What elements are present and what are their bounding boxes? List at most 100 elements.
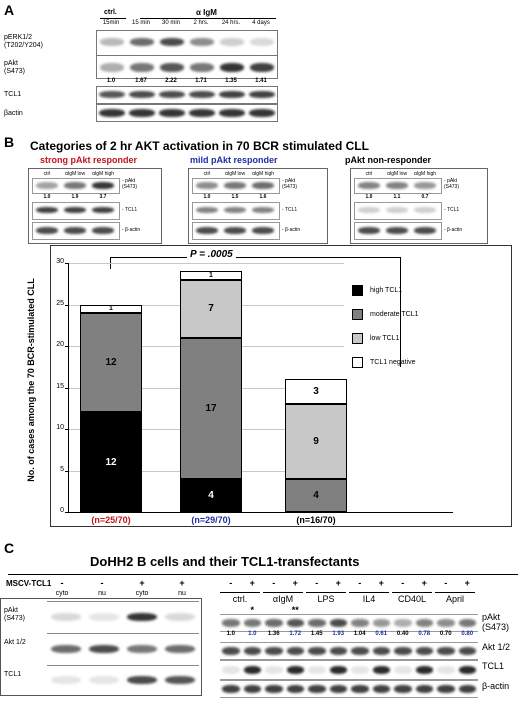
right-pakt-value: 1.0 [248, 631, 257, 637]
mini-bactin-band [36, 227, 58, 234]
mini-bactin-band [414, 227, 436, 234]
mini-lane-label: αIgM high [251, 171, 275, 177]
right-band [351, 619, 369, 627]
right-band [265, 619, 283, 627]
mini-pakt-value: 3.7 [99, 194, 107, 200]
pakt-value: 1.71 [195, 78, 207, 84]
right-band [372, 619, 390, 627]
right-band [372, 666, 390, 674]
y-tick-mark [65, 512, 68, 513]
y-tick-label: 25 [56, 299, 64, 307]
bar-segment: 12 [80, 312, 142, 413]
mini-blot-non: ctrl αIgM low αIgM high 1.0 1.1 0.7 - pAkt (S4… [350, 168, 488, 244]
legend-label-low: low TCL1 [370, 335, 400, 342]
group-header-mild: mild pAkt responder [190, 155, 278, 165]
bactin-band [249, 109, 275, 117]
pakt-value: 1.41 [255, 78, 267, 84]
star-igm: ** [291, 605, 299, 615]
y-tick-mark [65, 346, 68, 347]
y-tick-label: 10 [56, 424, 64, 431]
star-ctrl: * [250, 605, 254, 615]
right-band [415, 685, 433, 693]
mini-pakt-band [36, 182, 58, 189]
right-band [308, 666, 326, 674]
mini-blot-strong: ctrl αIgM low αIgM high 1.0 1.9 3.7 - pAkt (S4… [28, 168, 162, 244]
gridline [69, 263, 344, 264]
right-treatment: ctrl. [220, 592, 260, 604]
right-sign: - [401, 578, 405, 588]
left-fraction: nu [178, 590, 186, 597]
left-fractions: cyto nu cyto nu [20, 590, 200, 600]
right-pakt-value: 1.93 [332, 631, 345, 637]
time-label: 2 hrs. [193, 20, 209, 26]
bar-segment: 12 [80, 412, 142, 512]
right-band [394, 685, 412, 693]
right-pakt-value: 0.80 [461, 631, 474, 637]
left-fraction: cyto [135, 590, 149, 597]
mini-tcl1-label: - TCL1 [282, 207, 298, 213]
panel-a-pakt-blot [96, 55, 278, 79]
right-band [372, 685, 390, 693]
mini-tcl1-band [196, 207, 218, 213]
right-blot-strip [220, 660, 478, 680]
right-pakt-value: 1.36 [267, 631, 280, 637]
perk-band [100, 38, 124, 46]
left-fraction: nu [98, 590, 106, 597]
panel-a-tcl1-label: TCL1 [4, 91, 22, 98]
right-band [458, 647, 476, 655]
perk-band [250, 38, 274, 46]
left-sign: - [60, 578, 64, 588]
mini-pakt-band [386, 182, 408, 189]
right-pakt-value: 0.78 [418, 631, 431, 637]
pakt-value: 2.22 [165, 78, 177, 84]
right-sign: - [229, 578, 233, 588]
mscv-label: MSCV-TCL1 [6, 579, 52, 588]
right-band [308, 647, 326, 655]
left-band [165, 613, 195, 621]
panel-a-header-line [140, 18, 276, 19]
bar-segment: 17 [180, 337, 242, 479]
left-band [89, 645, 119, 653]
right-blot-strip [220, 642, 478, 660]
mini-pakt-value: 1.5 [231, 194, 239, 200]
right-treatment: αIgM [263, 592, 303, 604]
group-header-strong: strong pAkt responder [40, 155, 138, 165]
right-pakt-value: 0.40 [396, 631, 409, 637]
mini-pakt-value: 1.6 [259, 194, 267, 200]
pakt-value: 1.0 [106, 78, 116, 84]
mini-pakt-band [224, 182, 246, 189]
mini-tcl1-label: - TCL1 [444, 207, 460, 213]
panel-c-title-rule [8, 574, 518, 575]
left-band [51, 645, 81, 653]
pvalue-label: P = .0005 [187, 249, 236, 260]
right-sign: + [421, 578, 427, 588]
perk-band [130, 38, 154, 46]
right-band [286, 647, 304, 655]
y-axis-line [68, 263, 69, 512]
y-axis-label: No. of cases among the 70 BCR-stimulated… [26, 278, 36, 482]
group-header-non: pAkt non-responder [345, 155, 432, 165]
right-sign: - [272, 578, 276, 588]
mini-pakt-band [414, 182, 436, 189]
mini-lane-label: ctrl [365, 171, 373, 177]
pakt-band [190, 63, 214, 72]
mini-pakt-band [92, 182, 114, 189]
panel-a-bactin-blot [96, 104, 278, 122]
legend-swatch-high [352, 285, 363, 296]
mini-bactin-band [64, 227, 86, 234]
right-band [243, 647, 261, 655]
mini-bactin-band [358, 227, 380, 234]
right-band [437, 666, 455, 674]
left-row-label: Akt 1/2 [4, 639, 26, 646]
y-tick-label: 30 [56, 258, 64, 265]
right-sign: - [315, 578, 319, 588]
right-band [222, 685, 240, 693]
right-band [415, 666, 433, 674]
y-tick-label: 15 [56, 382, 64, 390]
right-sign: + [464, 578, 470, 588]
x-axis-line [68, 512, 453, 513]
right-treatment: April [435, 592, 475, 604]
bar-segment: 4 [285, 478, 347, 512]
left-band [165, 645, 195, 653]
right-signs: - + - + - + - + - + - + [220, 578, 478, 588]
